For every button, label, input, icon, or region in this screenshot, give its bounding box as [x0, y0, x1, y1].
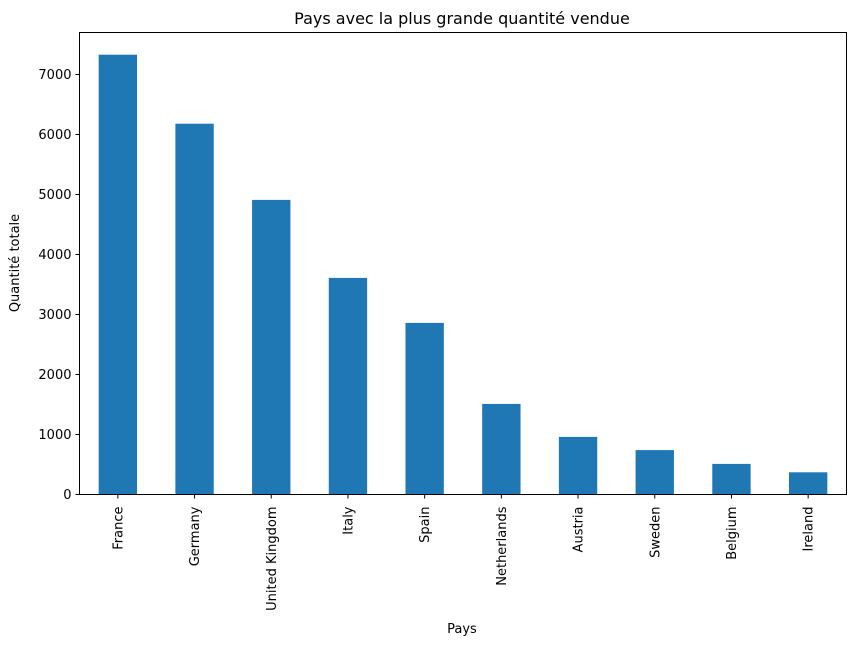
x-tick-label: Netherlands	[495, 506, 510, 585]
bar-netherlands	[482, 403, 521, 495]
y-axis: 0 1000 2000 3000 4000 5000 6000 7000	[38, 68, 80, 503]
bar-ireland	[788, 472, 828, 495]
bars-group	[98, 54, 828, 495]
x-tick-label: Sweden	[648, 507, 663, 558]
y-tick-label: 0	[63, 488, 71, 503]
y-tick-label: 6000	[38, 128, 71, 143]
x-axis: France Germany United Kingdom Italy Spain Net…	[111, 494, 817, 611]
x-tick-label: France	[111, 507, 126, 550]
plot-frame	[79, 32, 847, 495]
x-tick-label: United Kingdom	[265, 507, 280, 611]
x-tick-label: Germany	[188, 506, 203, 566]
bar-germany	[175, 123, 214, 495]
y-tick-label: 1000	[38, 428, 71, 443]
bar-france	[98, 54, 138, 495]
bar-united-kingdom	[252, 199, 291, 495]
x-tick-label: Spain	[418, 507, 433, 543]
y-tick-label: 5000	[38, 188, 71, 203]
x-tick-label: Austria	[572, 507, 587, 553]
bar-spain	[405, 322, 444, 495]
y-tick-label: 3000	[38, 308, 71, 323]
bar-italy	[328, 277, 368, 495]
bar-austria	[558, 436, 598, 495]
bar-sweden	[635, 450, 674, 495]
y-tick-label: 7000	[38, 68, 71, 83]
x-tick-label: Belgium	[725, 507, 740, 560]
bar-belgium	[712, 463, 751, 495]
x-tick-label: Italy	[341, 506, 356, 535]
x-axis-label: Pays	[447, 622, 477, 637]
y-tick-label: 4000	[38, 248, 71, 263]
y-axis-label: Quantité totale	[8, 214, 23, 312]
chart-title: Pays avec la plus grande quantité vendue	[294, 9, 630, 28]
y-tick-label: 2000	[38, 368, 71, 383]
x-tick-label: Ireland	[802, 507, 817, 552]
